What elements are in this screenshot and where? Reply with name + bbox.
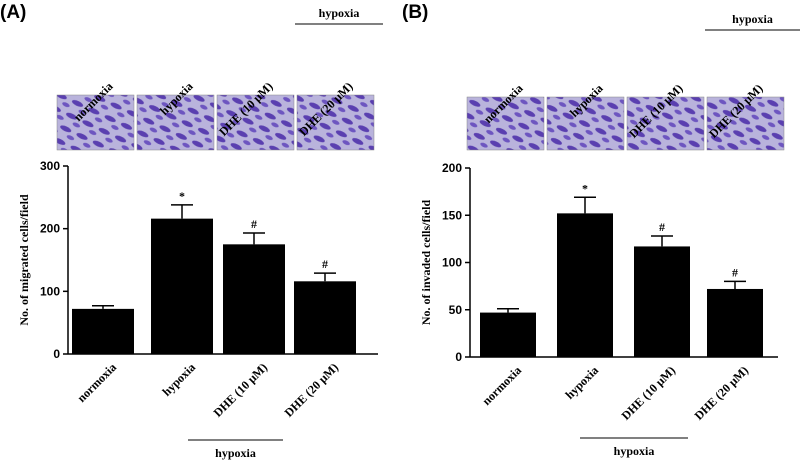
x-tick-label: hypoxia (562, 363, 601, 402)
y-tick-label: 100 (40, 284, 60, 298)
significance-mark: # (251, 217, 257, 231)
y-tick-label: 50 (449, 303, 463, 317)
significance-mark: * (179, 189, 185, 203)
micrograph (546, 96, 625, 151)
x-tick-label: normoxia (479, 363, 524, 408)
error-bar (92, 304, 114, 309)
y-tick-label: 200 (442, 161, 462, 175)
y-tick-label: 300 (40, 159, 60, 173)
x-tick-label: normoxia (74, 360, 119, 405)
x-tick-label: DHE (20 μM) (282, 360, 341, 419)
error-bar (724, 280, 746, 289)
group-label: hypoxia (215, 446, 256, 460)
x-tick-label: DHE (10 μM) (619, 363, 678, 422)
y-axis-label: No. of migrated cells/field (17, 194, 31, 326)
bar (557, 213, 613, 357)
error-bar (574, 196, 596, 214)
y-tick-label: 150 (442, 208, 462, 222)
bar (223, 244, 285, 354)
significance-mark: # (322, 257, 328, 271)
bar (151, 218, 213, 354)
y-tick-label: 200 (40, 222, 60, 236)
micrograph (626, 96, 705, 151)
y-axis-label: No. of invaded cells/field (419, 200, 433, 326)
micrograph (56, 94, 135, 151)
panel-label: (A) (0, 2, 26, 23)
x-tick-label: hypoxia (159, 360, 198, 399)
bar (294, 281, 356, 354)
bar (707, 288, 763, 357)
y-tick-label: 0 (53, 347, 60, 361)
bar (72, 308, 134, 354)
x-tick-label: DHE (20 μM) (692, 363, 751, 422)
group-label: hypoxia (732, 12, 773, 26)
panel-label: (B) (402, 2, 428, 23)
micrograph (706, 96, 785, 151)
micrograph (466, 96, 545, 151)
micrograph (296, 94, 375, 151)
y-tick-label: 0 (455, 350, 462, 364)
bar (634, 246, 690, 357)
error-bar (171, 204, 193, 219)
error-bar (651, 235, 673, 247)
significance-mark: * (582, 181, 588, 195)
group-label: hypoxia (319, 6, 360, 20)
error-bar (243, 232, 265, 245)
y-tick-label: 100 (442, 256, 462, 270)
error-bar (497, 308, 519, 313)
bar (480, 312, 536, 357)
significance-mark: # (659, 220, 665, 234)
x-tick-label: DHE (10 μM) (211, 360, 270, 419)
micrograph (216, 94, 295, 151)
significance-mark: # (732, 265, 738, 279)
error-bar (314, 272, 336, 282)
micrograph (136, 94, 215, 151)
group-label: hypoxia (614, 444, 655, 458)
